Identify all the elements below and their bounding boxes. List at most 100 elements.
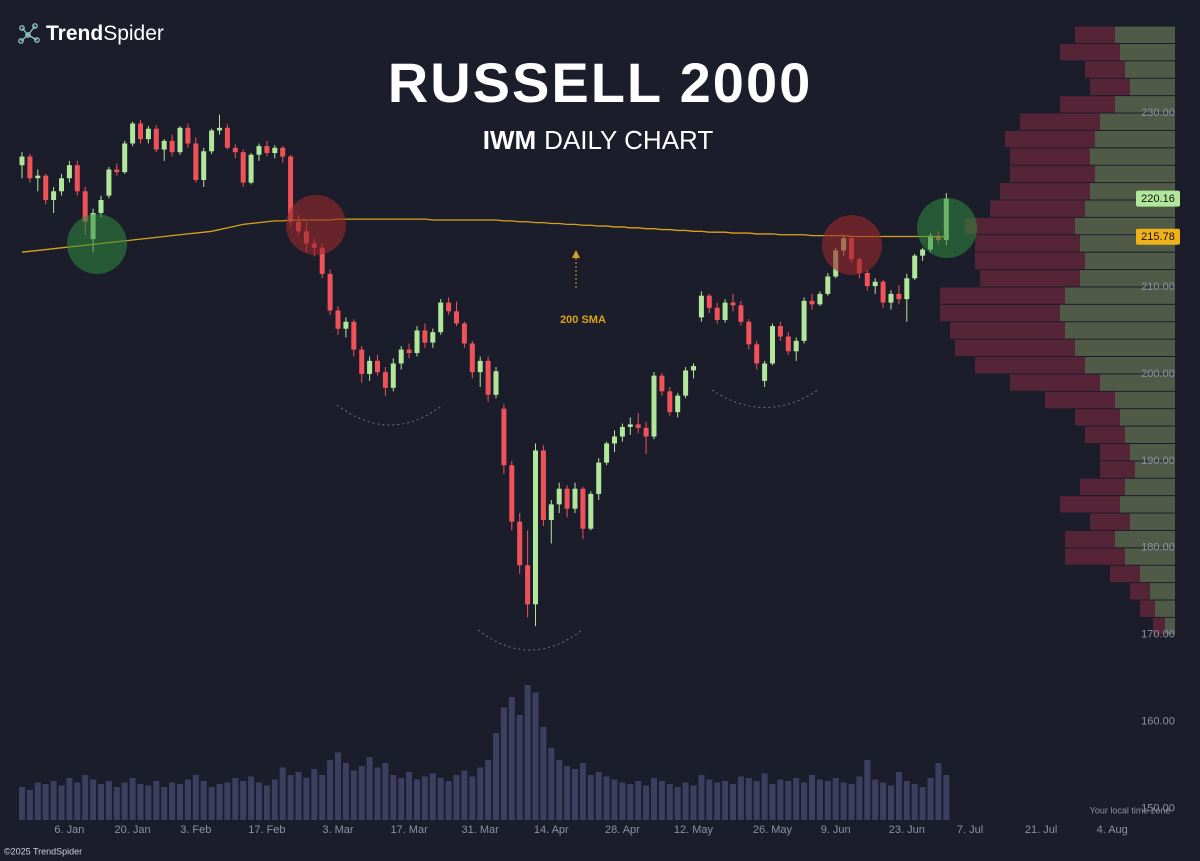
candle-body: [19, 156, 25, 166]
candle-body: [66, 165, 72, 179]
profile-down: [940, 287, 1065, 304]
volume-bar: [342, 763, 349, 820]
candle-body: [161, 140, 167, 150]
x-tick-label: 9. Jun: [821, 824, 851, 836]
profile-down: [1075, 409, 1120, 426]
candle-body: [367, 360, 373, 374]
profile-up: [1115, 26, 1175, 43]
y-tick-label: 190.00: [1141, 455, 1175, 467]
candle-body: [185, 127, 191, 144]
volume-bar: [872, 779, 879, 820]
candle-body: [509, 465, 515, 522]
profile-up: [1095, 165, 1175, 183]
logo: [18, 23, 40, 44]
volume-bar: [177, 784, 183, 820]
candle-body: [588, 493, 594, 529]
volume-bar: [200, 781, 207, 820]
volume-bar: [295, 772, 302, 820]
volume-bar: [374, 767, 381, 820]
logo-node: [18, 38, 24, 44]
candle-body: [525, 565, 531, 605]
candle-body: [691, 366, 696, 371]
brand: TrendSpider: [46, 22, 164, 45]
volume-bar: [619, 782, 626, 820]
candle-body: [904, 278, 910, 300]
candle-body: [82, 191, 88, 222]
candle-body: [683, 370, 689, 396]
volume-bar: [801, 782, 808, 820]
volume-bar: [516, 715, 523, 820]
candle-body: [122, 143, 128, 173]
profile-up: [1075, 339, 1175, 357]
volume-bar: [793, 778, 800, 820]
volume-bar: [216, 784, 223, 820]
pattern-arc: [477, 629, 583, 651]
last-price-label-box: [1136, 190, 1180, 207]
x-tick-label: 12. May: [674, 824, 714, 836]
profile-down: [1020, 113, 1100, 130]
pattern-arc: [336, 404, 444, 426]
volume-bar: [50, 781, 57, 820]
candle-body: [517, 521, 523, 566]
volume-bar: [98, 784, 104, 820]
candle-body: [785, 336, 791, 352]
x-tick-label: 3. Mar: [322, 824, 354, 836]
volume-bar: [319, 775, 326, 820]
profile-up: [1125, 478, 1175, 496]
copyright: ©2025 TrendSpider: [4, 846, 82, 856]
candle-body: [533, 450, 538, 605]
volume-bar: [121, 782, 128, 820]
volume-bar: [19, 787, 25, 820]
candle-body: [896, 293, 902, 300]
volume-bar: [635, 781, 642, 820]
candle-body: [746, 321, 752, 345]
candle-body: [272, 147, 278, 154]
volume-bar: [248, 776, 255, 820]
candle-body: [501, 408, 507, 466]
volume-bar: [477, 767, 484, 820]
candle-body: [461, 323, 467, 344]
candle-body: [114, 169, 120, 173]
volume-bar: [105, 781, 112, 820]
profile-down: [1140, 600, 1155, 617]
candle-body: [335, 310, 341, 329]
y-tick-label: 150.00: [1141, 803, 1175, 815]
volume-bar: [532, 692, 539, 820]
volume-bar: [690, 785, 697, 820]
profile-up: [1060, 304, 1175, 322]
profile-up: [1120, 43, 1175, 61]
y-tick-label: 170.00: [1141, 629, 1175, 641]
highlight-circle: [917, 198, 977, 258]
profile-down: [990, 200, 1085, 217]
volume-bar: [129, 778, 136, 820]
candle-body: [469, 343, 475, 373]
profile-down: [975, 252, 1085, 270]
candle-body: [540, 450, 546, 520]
volume-bar: [824, 781, 831, 820]
candle-body: [398, 349, 404, 364]
volume-bar: [271, 779, 278, 820]
highlight-circle: [67, 214, 127, 274]
candle-body: [801, 300, 807, 341]
candle-body: [382, 372, 388, 388]
profile-down: [940, 304, 1060, 322]
candle-body: [98, 200, 104, 214]
volume-bar: [82, 775, 89, 820]
volume-bar: [935, 763, 942, 820]
candle-body: [777, 326, 783, 337]
candle-body: [485, 360, 491, 395]
candle-body: [706, 295, 712, 308]
x-tick-label: 17. Mar: [390, 824, 428, 836]
candle-body: [319, 247, 325, 274]
profile-up: [1135, 461, 1175, 478]
volume-bar: [579, 763, 586, 820]
y-tick-label: 180.00: [1141, 542, 1175, 554]
volume-bar: [406, 772, 413, 820]
volume-bar: [903, 781, 910, 820]
volume-bar: [350, 770, 357, 820]
volume-bar: [785, 781, 792, 820]
candle-body: [659, 375, 665, 392]
volume-bar: [327, 760, 334, 820]
volume-bar: [572, 769, 578, 820]
profile-up: [1065, 322, 1175, 339]
